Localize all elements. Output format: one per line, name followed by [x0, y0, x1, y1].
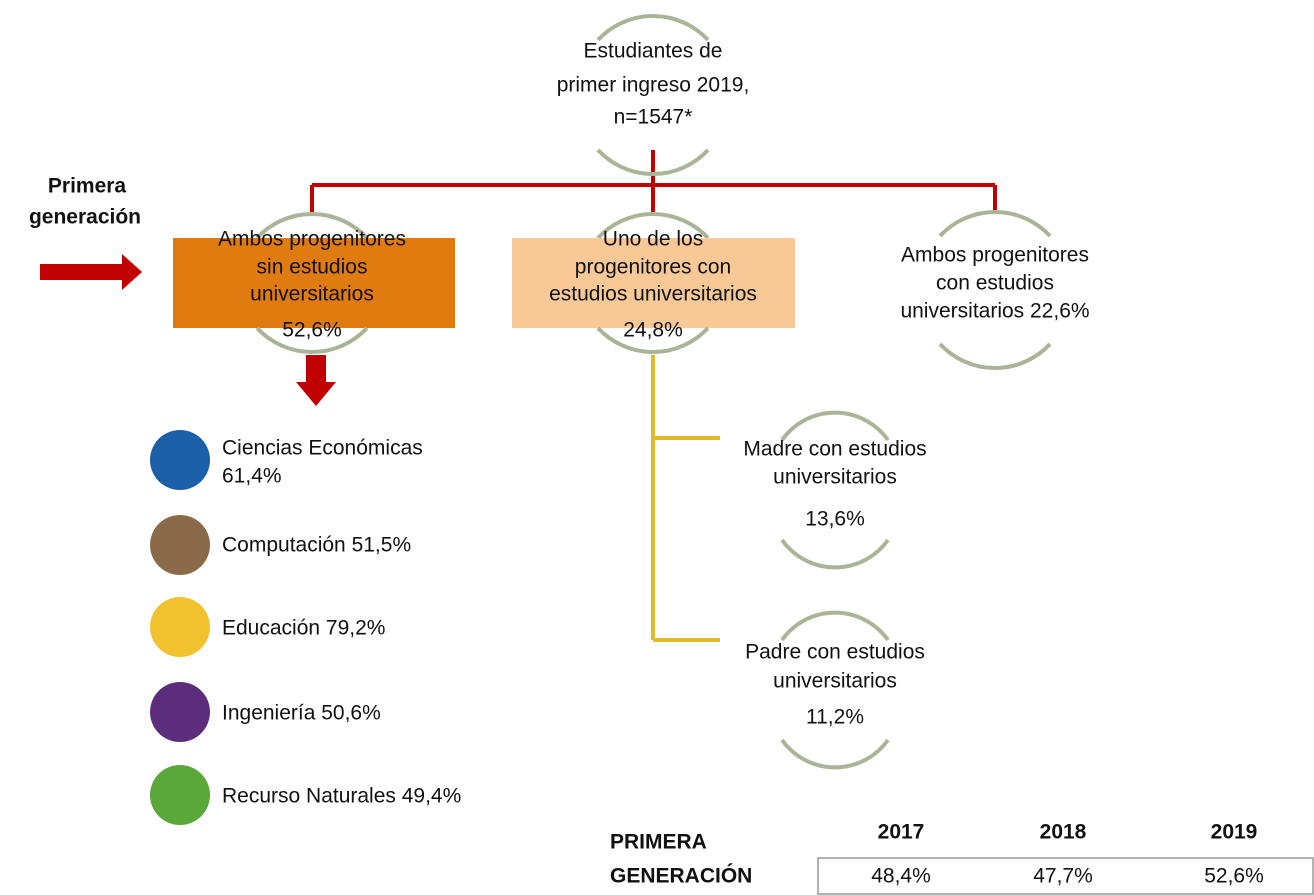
node-box — [512, 238, 795, 328]
faculty-text: Ingeniería 50,6% — [222, 702, 381, 725]
table-header: GENERACIÓN — [610, 864, 752, 888]
root-text: n=1547* — [614, 106, 693, 129]
node-text: con estudios — [936, 272, 1054, 295]
table-column: 2017 — [878, 821, 925, 844]
node-arc — [780, 738, 890, 770]
child-text: Padre con estudios — [745, 641, 925, 664]
table-cell: 52,6% — [1204, 865, 1264, 888]
node-arc — [780, 538, 890, 570]
faculty-icon — [150, 682, 210, 742]
node-arc — [596, 211, 710, 240]
faculty-text: Recurso Naturales 49,4% — [222, 785, 461, 808]
faculty-icon — [150, 765, 210, 825]
faculty-text: Educación 79,2% — [222, 617, 385, 640]
side-label: generación — [29, 206, 141, 229]
node-pct: 52,6% — [282, 319, 342, 342]
node-arc — [255, 326, 369, 355]
node-text: universitarios — [250, 283, 374, 306]
node-text: estudios universitarios — [549, 283, 757, 306]
faculty-icon — [150, 597, 210, 657]
node-arc — [596, 326, 710, 355]
table-column: 2018 — [1040, 821, 1087, 844]
node-arc — [938, 209, 1052, 238]
faculty-text: Computación 51,5% — [222, 534, 411, 557]
table-cell: 48,4% — [871, 865, 931, 888]
node-text: progenitores con — [575, 256, 731, 279]
faculty-icon — [150, 515, 210, 575]
child-text: universitarios — [773, 670, 897, 693]
root-text: primer ingreso 2019, — [557, 74, 750, 97]
node-text: sin estudios — [257, 256, 368, 279]
table-header: PRIMERA — [610, 831, 707, 854]
node-text: Ambos progenitores — [901, 244, 1089, 267]
node-text: Ambos progenitores — [218, 228, 406, 251]
table-column: 2019 — [1211, 821, 1258, 844]
child-text: universitarios — [773, 466, 897, 489]
node-arc — [255, 211, 369, 240]
faculty-icon — [150, 430, 210, 490]
faculty-text: 61,4% — [222, 465, 282, 488]
child-pct: 11,2% — [806, 706, 864, 729]
node-box — [173, 238, 455, 328]
root-node — [596, 13, 710, 177]
node-text: universitarios 22,6% — [900, 300, 1089, 323]
child-text: Madre con estudios — [743, 438, 926, 461]
root-text: Estudiantes de — [584, 40, 723, 63]
node-arc — [938, 342, 1052, 371]
faculty-text: Ciencias Económicas — [222, 437, 423, 460]
table-box — [817, 857, 1314, 895]
node-arc — [780, 610, 890, 642]
side-label: Primera — [48, 175, 127, 198]
connectors — [40, 150, 997, 642]
child-pct: 13,6% — [805, 508, 865, 531]
node-arc — [780, 410, 890, 442]
table-cell: 47,7% — [1033, 865, 1093, 888]
node-text: Uno de los — [603, 228, 703, 251]
node-pct: 24,8% — [623, 319, 683, 342]
